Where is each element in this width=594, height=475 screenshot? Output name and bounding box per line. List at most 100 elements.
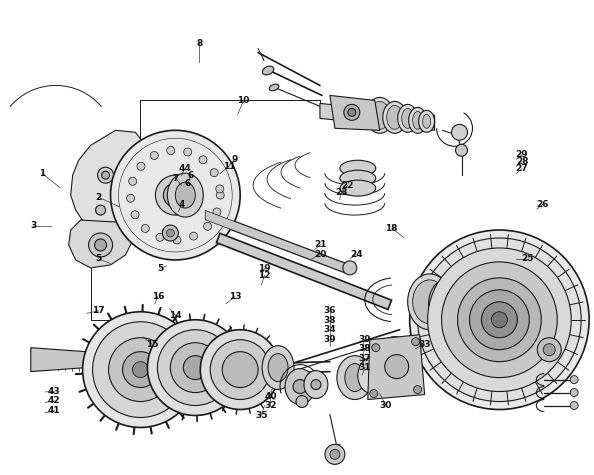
Circle shape	[293, 380, 307, 394]
Text: 4: 4	[178, 200, 185, 209]
Circle shape	[184, 148, 192, 156]
Text: 42: 42	[48, 397, 61, 405]
Circle shape	[451, 124, 467, 140]
Polygon shape	[31, 348, 86, 371]
Text: 28: 28	[516, 157, 528, 166]
Polygon shape	[69, 215, 135, 268]
Ellipse shape	[387, 105, 403, 129]
Text: 39: 39	[323, 335, 336, 344]
Circle shape	[150, 152, 158, 160]
Circle shape	[385, 355, 409, 379]
Ellipse shape	[383, 101, 407, 133]
Circle shape	[428, 248, 571, 391]
Circle shape	[167, 146, 175, 154]
Text: 24: 24	[350, 249, 362, 258]
Circle shape	[147, 320, 243, 416]
Text: 25: 25	[522, 254, 534, 263]
Text: 8: 8	[196, 39, 203, 48]
Ellipse shape	[429, 279, 466, 329]
Polygon shape	[467, 305, 544, 317]
Ellipse shape	[285, 369, 315, 405]
Text: 14: 14	[169, 311, 182, 320]
Circle shape	[170, 190, 181, 200]
Circle shape	[491, 312, 507, 328]
Text: 38: 38	[359, 344, 371, 353]
Circle shape	[213, 208, 221, 216]
Ellipse shape	[268, 354, 288, 381]
Text: 12: 12	[258, 271, 271, 280]
Circle shape	[441, 262, 557, 378]
Circle shape	[102, 171, 109, 179]
Ellipse shape	[447, 286, 476, 326]
Circle shape	[110, 130, 240, 260]
Ellipse shape	[337, 356, 373, 399]
Circle shape	[372, 344, 380, 352]
Circle shape	[115, 192, 122, 198]
Polygon shape	[216, 233, 391, 309]
Text: 41: 41	[48, 406, 61, 415]
Circle shape	[137, 162, 145, 170]
Circle shape	[544, 344, 555, 356]
Text: 20: 20	[314, 249, 327, 258]
Circle shape	[157, 330, 233, 406]
Ellipse shape	[413, 280, 447, 324]
Circle shape	[538, 338, 561, 361]
Circle shape	[210, 169, 218, 177]
Ellipse shape	[340, 170, 376, 186]
Text: 33: 33	[418, 340, 431, 349]
Ellipse shape	[263, 66, 274, 75]
Ellipse shape	[398, 104, 418, 133]
Circle shape	[311, 380, 321, 390]
Text: 39: 39	[359, 335, 371, 344]
Circle shape	[482, 332, 497, 347]
Circle shape	[570, 389, 578, 397]
Text: 9: 9	[232, 155, 238, 164]
Text: 27: 27	[516, 164, 529, 173]
Text: 36: 36	[323, 306, 336, 315]
Circle shape	[570, 376, 578, 384]
Text: 5: 5	[96, 254, 102, 263]
Circle shape	[162, 225, 178, 241]
Text: 5: 5	[157, 264, 164, 273]
Ellipse shape	[304, 370, 328, 399]
Circle shape	[410, 230, 589, 409]
Text: 16: 16	[151, 292, 164, 301]
Text: 19: 19	[258, 264, 271, 273]
Circle shape	[122, 352, 159, 388]
Ellipse shape	[370, 101, 390, 129]
Text: 15: 15	[146, 340, 158, 349]
Ellipse shape	[407, 274, 451, 330]
Circle shape	[469, 290, 529, 350]
Text: 37: 37	[359, 354, 371, 363]
Ellipse shape	[340, 160, 376, 176]
Ellipse shape	[413, 111, 423, 129]
Polygon shape	[368, 335, 425, 399]
Circle shape	[166, 229, 175, 237]
Text: 38: 38	[323, 316, 336, 325]
Circle shape	[96, 205, 106, 215]
Circle shape	[184, 356, 207, 380]
Text: 23: 23	[335, 188, 347, 197]
Text: 17: 17	[92, 306, 105, 315]
Circle shape	[163, 183, 187, 207]
Ellipse shape	[358, 358, 386, 394]
Ellipse shape	[373, 337, 416, 392]
Circle shape	[456, 144, 467, 156]
Polygon shape	[330, 95, 380, 130]
Ellipse shape	[478, 296, 491, 316]
Circle shape	[370, 390, 378, 398]
Circle shape	[89, 233, 112, 257]
Circle shape	[482, 302, 517, 338]
Ellipse shape	[470, 286, 498, 326]
Text: 22: 22	[341, 181, 353, 190]
Circle shape	[296, 396, 308, 408]
Ellipse shape	[451, 292, 472, 320]
Circle shape	[485, 342, 494, 352]
Ellipse shape	[340, 180, 376, 196]
Ellipse shape	[345, 364, 365, 391]
Text: 3: 3	[30, 221, 37, 230]
Circle shape	[204, 222, 211, 230]
Text: 43: 43	[48, 387, 61, 396]
Circle shape	[418, 238, 581, 401]
Circle shape	[156, 233, 164, 241]
